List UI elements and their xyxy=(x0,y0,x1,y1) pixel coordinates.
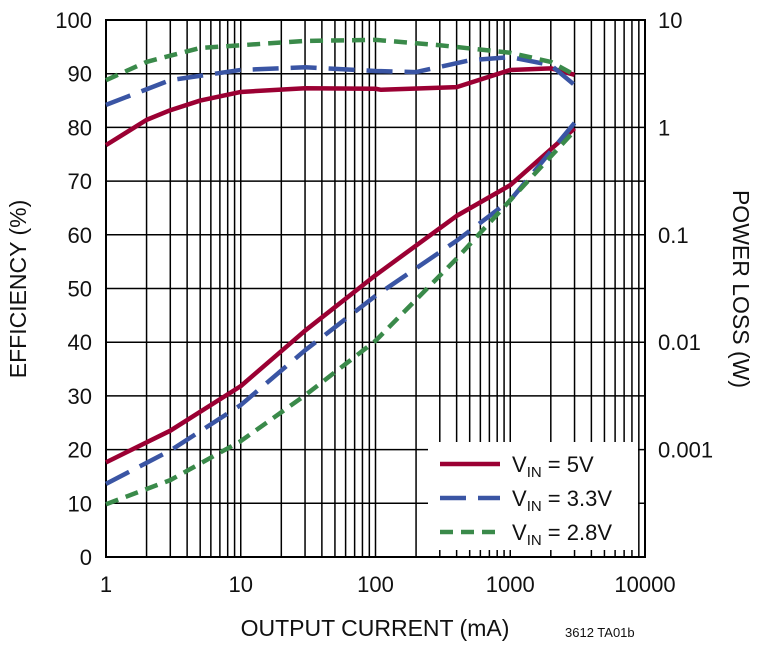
y2-tick-label: 0.1 xyxy=(658,223,689,248)
y-axis-label: EFFICIENCY (%) xyxy=(5,200,31,378)
x-axis-label: OUTPUT CURRENT (mA) xyxy=(241,615,510,641)
y-tick-label: 0 xyxy=(80,545,92,570)
x-tick-label: 1 xyxy=(100,572,112,597)
tick-labels: 1 10 100 1000 10000 0 10 20 30 40 50 60 70 80 90 100 0.0… xyxy=(55,8,713,597)
figure-annotation: 3612 TA01b xyxy=(565,625,635,640)
y-tick-label: 50 xyxy=(68,277,92,302)
y-tick-label: 80 xyxy=(68,115,92,140)
legend-label: VIN = 3.3V xyxy=(512,486,612,515)
y2-tick-label: 10 xyxy=(658,8,682,33)
x-tick-label: 1000 xyxy=(486,572,535,597)
y-tick-label: 70 xyxy=(68,169,92,194)
y-tick-label: 90 xyxy=(68,62,92,87)
series-lines xyxy=(104,37,577,507)
power-loss-line-1 xyxy=(104,121,577,486)
y2-tick-label: 1 xyxy=(658,115,670,140)
plot-frame xyxy=(105,19,646,558)
x-tick-label: 100 xyxy=(357,572,394,597)
legend-label: VIN = 5V xyxy=(512,452,594,481)
x-tick-label: 10000 xyxy=(614,572,675,597)
efficiency-line-2 xyxy=(105,37,576,83)
x-tick-label: 10 xyxy=(229,572,253,597)
y2-tick-label: 0.001 xyxy=(658,438,713,463)
y2-axis-label: POWER LOSS (W) xyxy=(728,190,754,388)
y-tick-label: 20 xyxy=(68,438,92,463)
y-tick-label: 60 xyxy=(68,223,92,248)
y-tick-label: 30 xyxy=(68,384,92,409)
y-tick-label: 10 xyxy=(68,491,92,516)
y-tick-label: 40 xyxy=(68,330,92,355)
power-loss-line-0 xyxy=(105,126,577,465)
efficiency-line-1 xyxy=(105,54,576,107)
y2-tick-label: 0.01 xyxy=(658,330,701,355)
legend-label: VIN = 2.8V xyxy=(512,520,612,549)
efficiency-line-0 xyxy=(104,66,576,148)
legend: VIN = 5V VIN = 3.3V VIN = 2.8V xyxy=(428,442,638,550)
y-tick-label: 100 xyxy=(55,8,92,33)
